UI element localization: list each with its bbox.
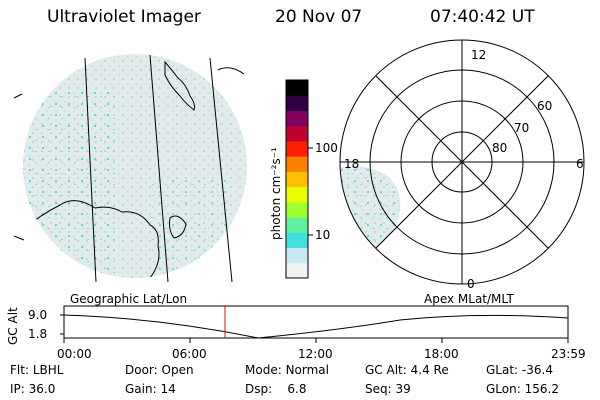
- polar-label-0: 0: [467, 277, 475, 291]
- x-tick-0600: 06:00: [172, 347, 207, 361]
- colorbar-band: [286, 201, 308, 218]
- status-door: Door: Open: [125, 363, 194, 377]
- x-tick-1800: 18:00: [424, 347, 459, 361]
- colorbar-tick-100: 100: [315, 141, 338, 155]
- status-glon: GLon: 156.2: [486, 382, 559, 396]
- polar-label-6: 6: [576, 157, 584, 171]
- status-glat: GLat: -36.4: [486, 363, 553, 377]
- lat-label-80: 80: [492, 141, 507, 155]
- colorbar-band: [286, 247, 308, 264]
- y-tick-9: 9.0: [28, 308, 47, 322]
- colorbar-band: [286, 186, 308, 203]
- colorbar-band: [286, 95, 308, 111]
- altitude-curve: [63, 314, 569, 339]
- lat-label-60: 60: [537, 99, 552, 113]
- status-dsp: Dsp: 6.8: [245, 382, 307, 396]
- x-tick-1200: 12:00: [298, 347, 333, 361]
- y-tick-1-8: 1.8: [28, 327, 47, 341]
- status-gain: Gain: 14: [125, 382, 176, 396]
- colorbar-band: [286, 80, 308, 96]
- colorbar-band: [286, 262, 308, 279]
- polar-plot: 12 18 6 0 60 70 80: [339, 39, 585, 291]
- polar-label-18: 18: [344, 157, 359, 171]
- colorbar-band: [286, 110, 308, 127]
- status-mode: Mode: Normal: [245, 363, 329, 377]
- status-ip: IP: 36.0: [10, 382, 56, 396]
- status-seq: Seq: 39: [365, 382, 411, 396]
- lat-label-70: 70: [514, 121, 529, 135]
- x-tick-0000: 00:00: [57, 347, 92, 361]
- instrument-title: Ultraviolet Imager: [47, 7, 201, 27]
- time-label: 07:40:42 UT: [430, 7, 535, 27]
- colorbar-band: [286, 156, 308, 172]
- x-tick-2359: 23:59: [551, 347, 586, 361]
- colorbar-band: [286, 232, 308, 249]
- status-gc-alt: GC Alt: 4.4 Re: [365, 363, 449, 377]
- timeline-left-label: Geographic Lat/Lon: [70, 292, 187, 306]
- colorbar-band: [286, 171, 308, 188]
- timeline-axis-title: GC Alt: [6, 307, 20, 345]
- geographic-image: [13, 54, 247, 283]
- altitude-timeline: Geographic Lat/Lon Apex MLat/MLT 9.0 1.8…: [28, 292, 586, 361]
- colorbar-band: [286, 140, 308, 157]
- colorbar-tick-10: 10: [315, 228, 331, 242]
- colorbar-band: [286, 125, 308, 142]
- colorbar-band: [286, 217, 308, 233]
- colorbar-unit-label: photon cm⁻²s⁻¹: [269, 147, 283, 240]
- date-label: 20 Nov 07: [275, 7, 363, 27]
- colorbar: [285, 79, 313, 279]
- polar-label-12: 12: [471, 48, 486, 62]
- status-flt: Flt: LBHL: [10, 363, 64, 377]
- timeline-right-label: Apex MLat/MLT: [424, 292, 514, 306]
